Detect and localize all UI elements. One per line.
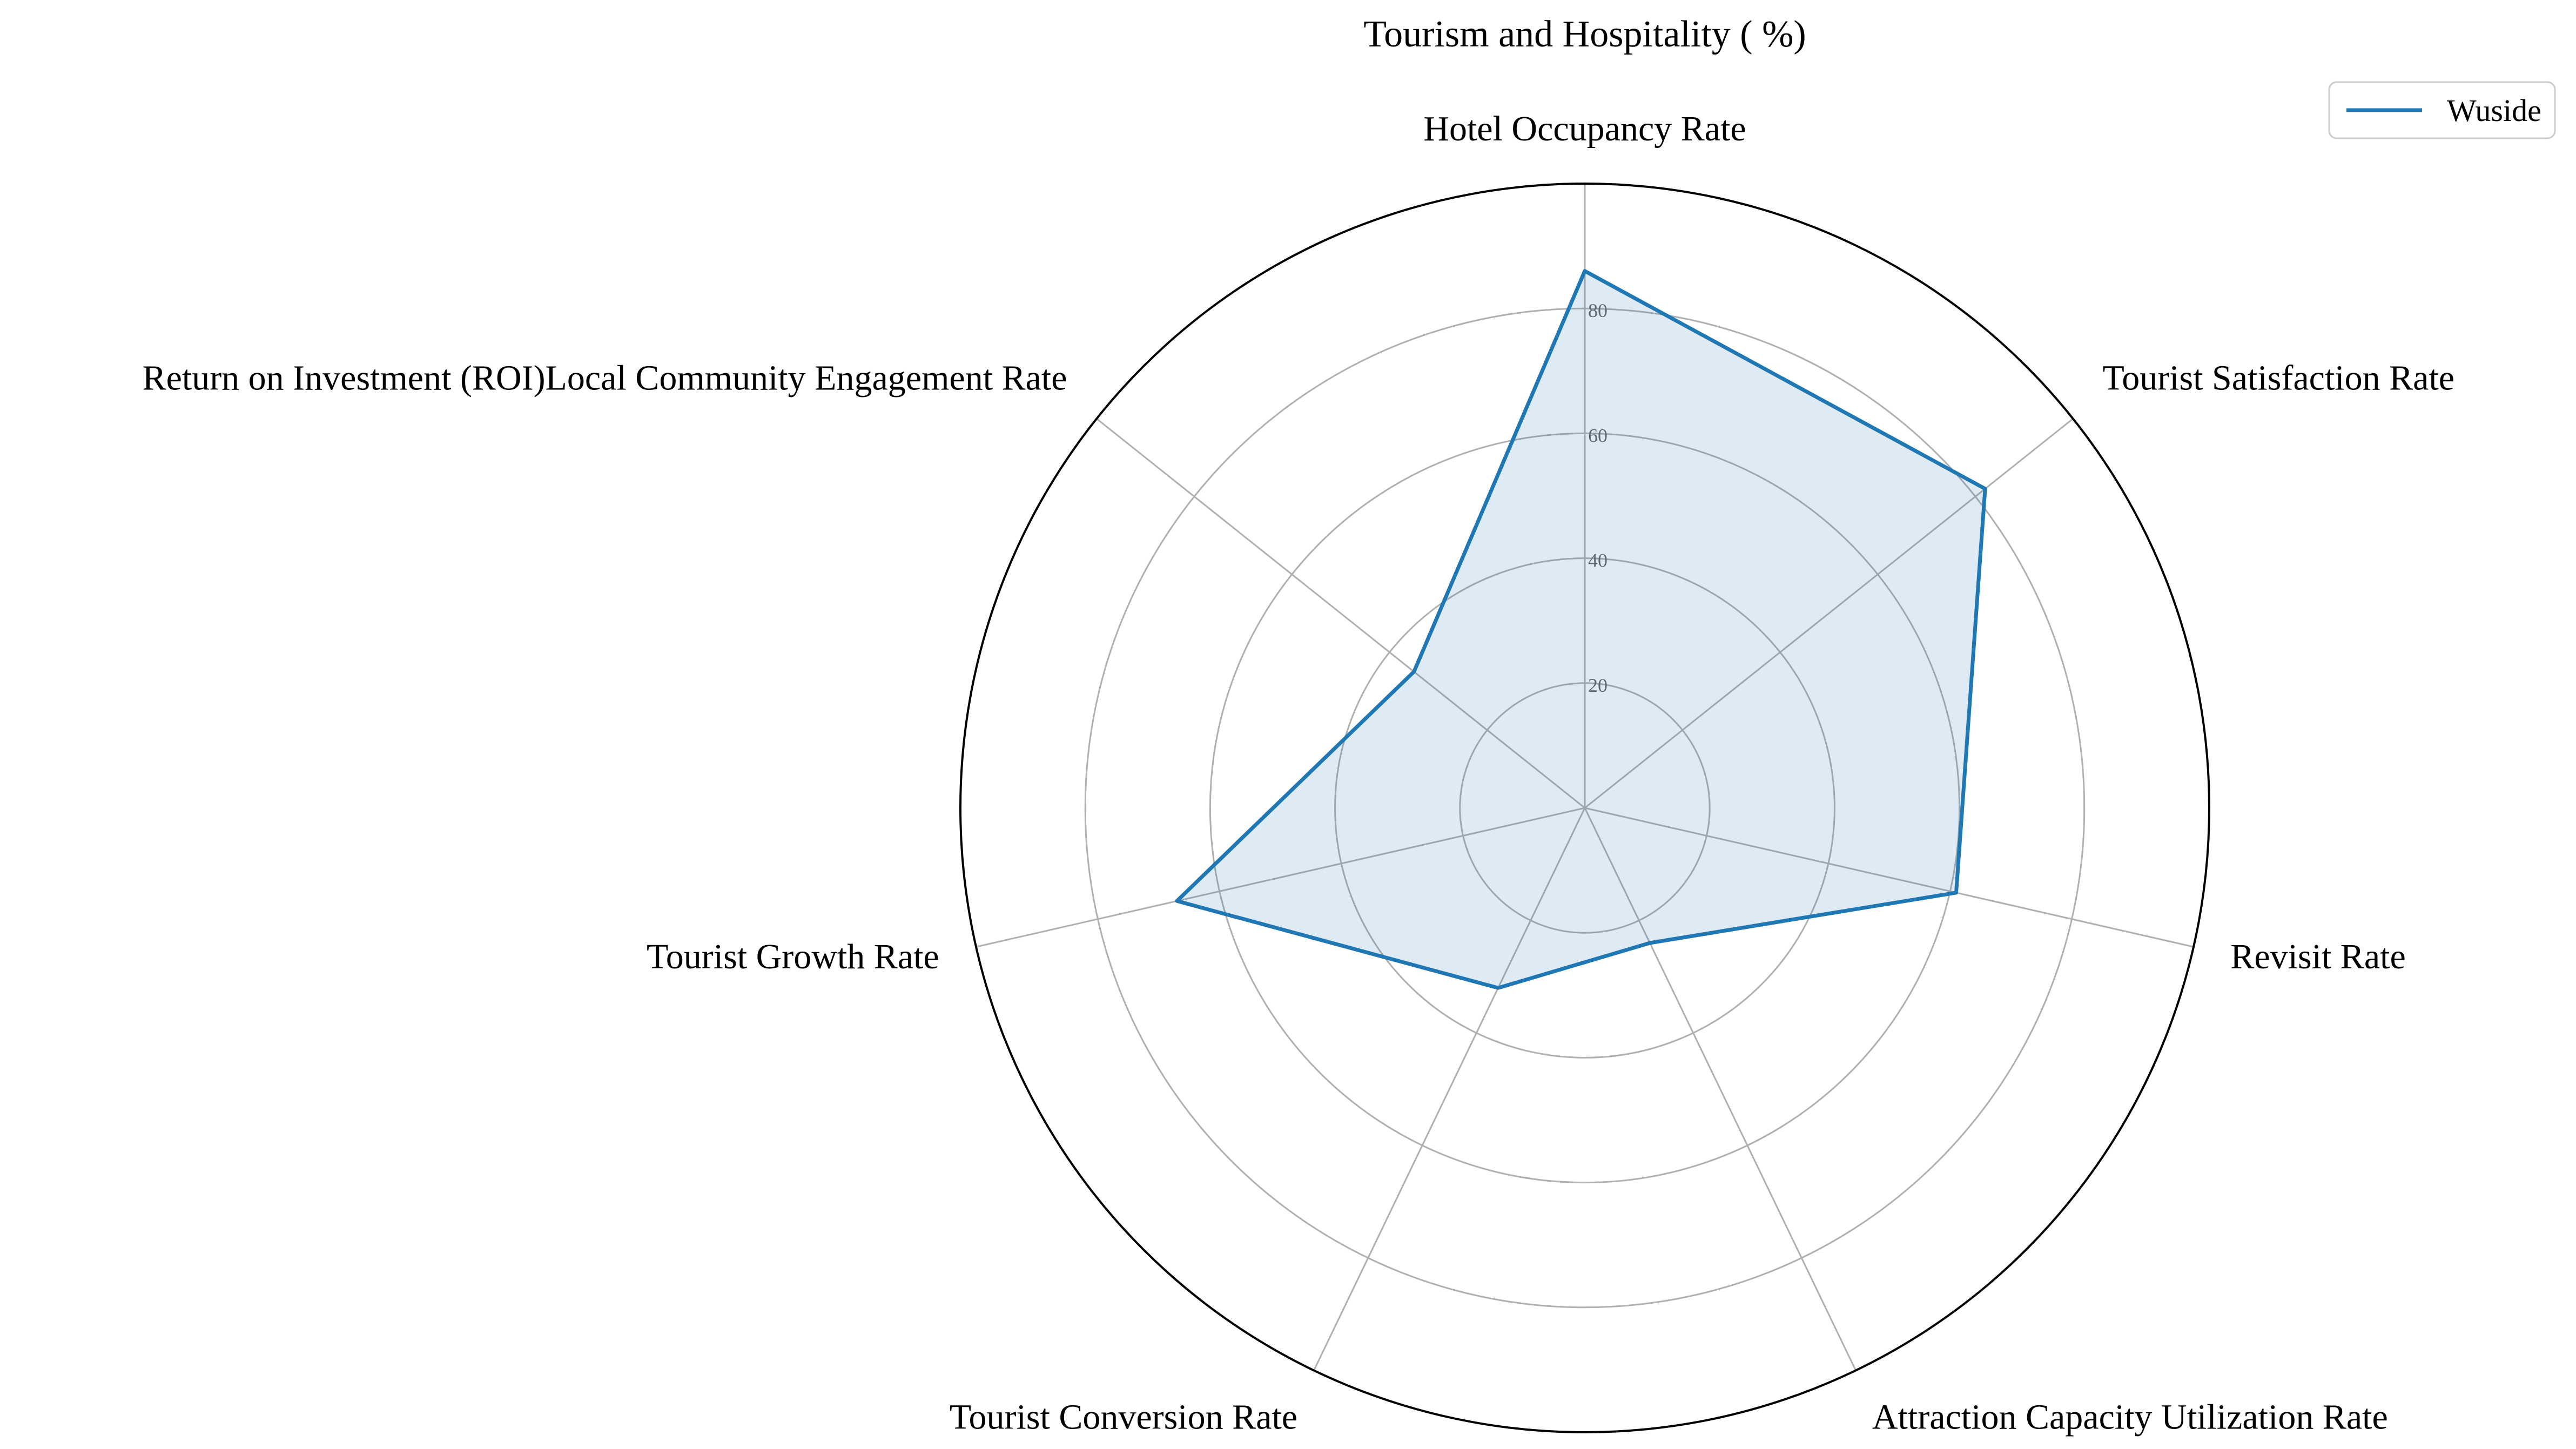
radial-tick-label: 40 xyxy=(1588,550,1608,571)
category-label: Tourist Conversion Rate xyxy=(950,1398,1297,1437)
series-area-wuside xyxy=(1176,271,1986,988)
category-label: Tourist Satisfaction Rate xyxy=(2103,359,2455,398)
chart-title: Tourism and Hospitality ( %) xyxy=(1363,14,1806,55)
spoke xyxy=(1096,418,1585,809)
category-label: Tourist Growth Rate xyxy=(647,937,939,976)
category-label: Revisit Rate xyxy=(2230,937,2405,976)
category-label: Return on Investment (ROI)Local Communit… xyxy=(143,359,1067,398)
legend-frame xyxy=(2328,81,2556,139)
series-line-wuside xyxy=(1175,269,1987,990)
radial-tick-labels: 20 40 60 80 xyxy=(1588,300,1608,696)
spoke xyxy=(1313,807,1586,1371)
category-label: Hotel Occupancy Rate xyxy=(1423,109,1746,149)
radial-tick-label: 20 xyxy=(1588,675,1608,696)
spoke xyxy=(1584,807,1857,1371)
legend-label-wuside: Wuside xyxy=(2447,93,2541,128)
category-label: Attraction Capacity Utilization Rate xyxy=(1872,1398,2388,1437)
spoke xyxy=(1584,418,2074,809)
series-layer xyxy=(1175,269,1987,990)
polar-frame xyxy=(959,183,2210,1433)
spoke xyxy=(1584,807,2194,948)
angular-gridlines xyxy=(976,184,2194,1371)
radial-tick-label: 80 xyxy=(1588,300,1608,321)
legend: Wuside xyxy=(2328,81,2556,139)
spoke xyxy=(976,807,1585,948)
category-labels: Hotel Occupancy Rate Tourist Satisfaction… xyxy=(143,109,2455,1437)
radial-tick-label: 60 xyxy=(1588,424,1608,446)
